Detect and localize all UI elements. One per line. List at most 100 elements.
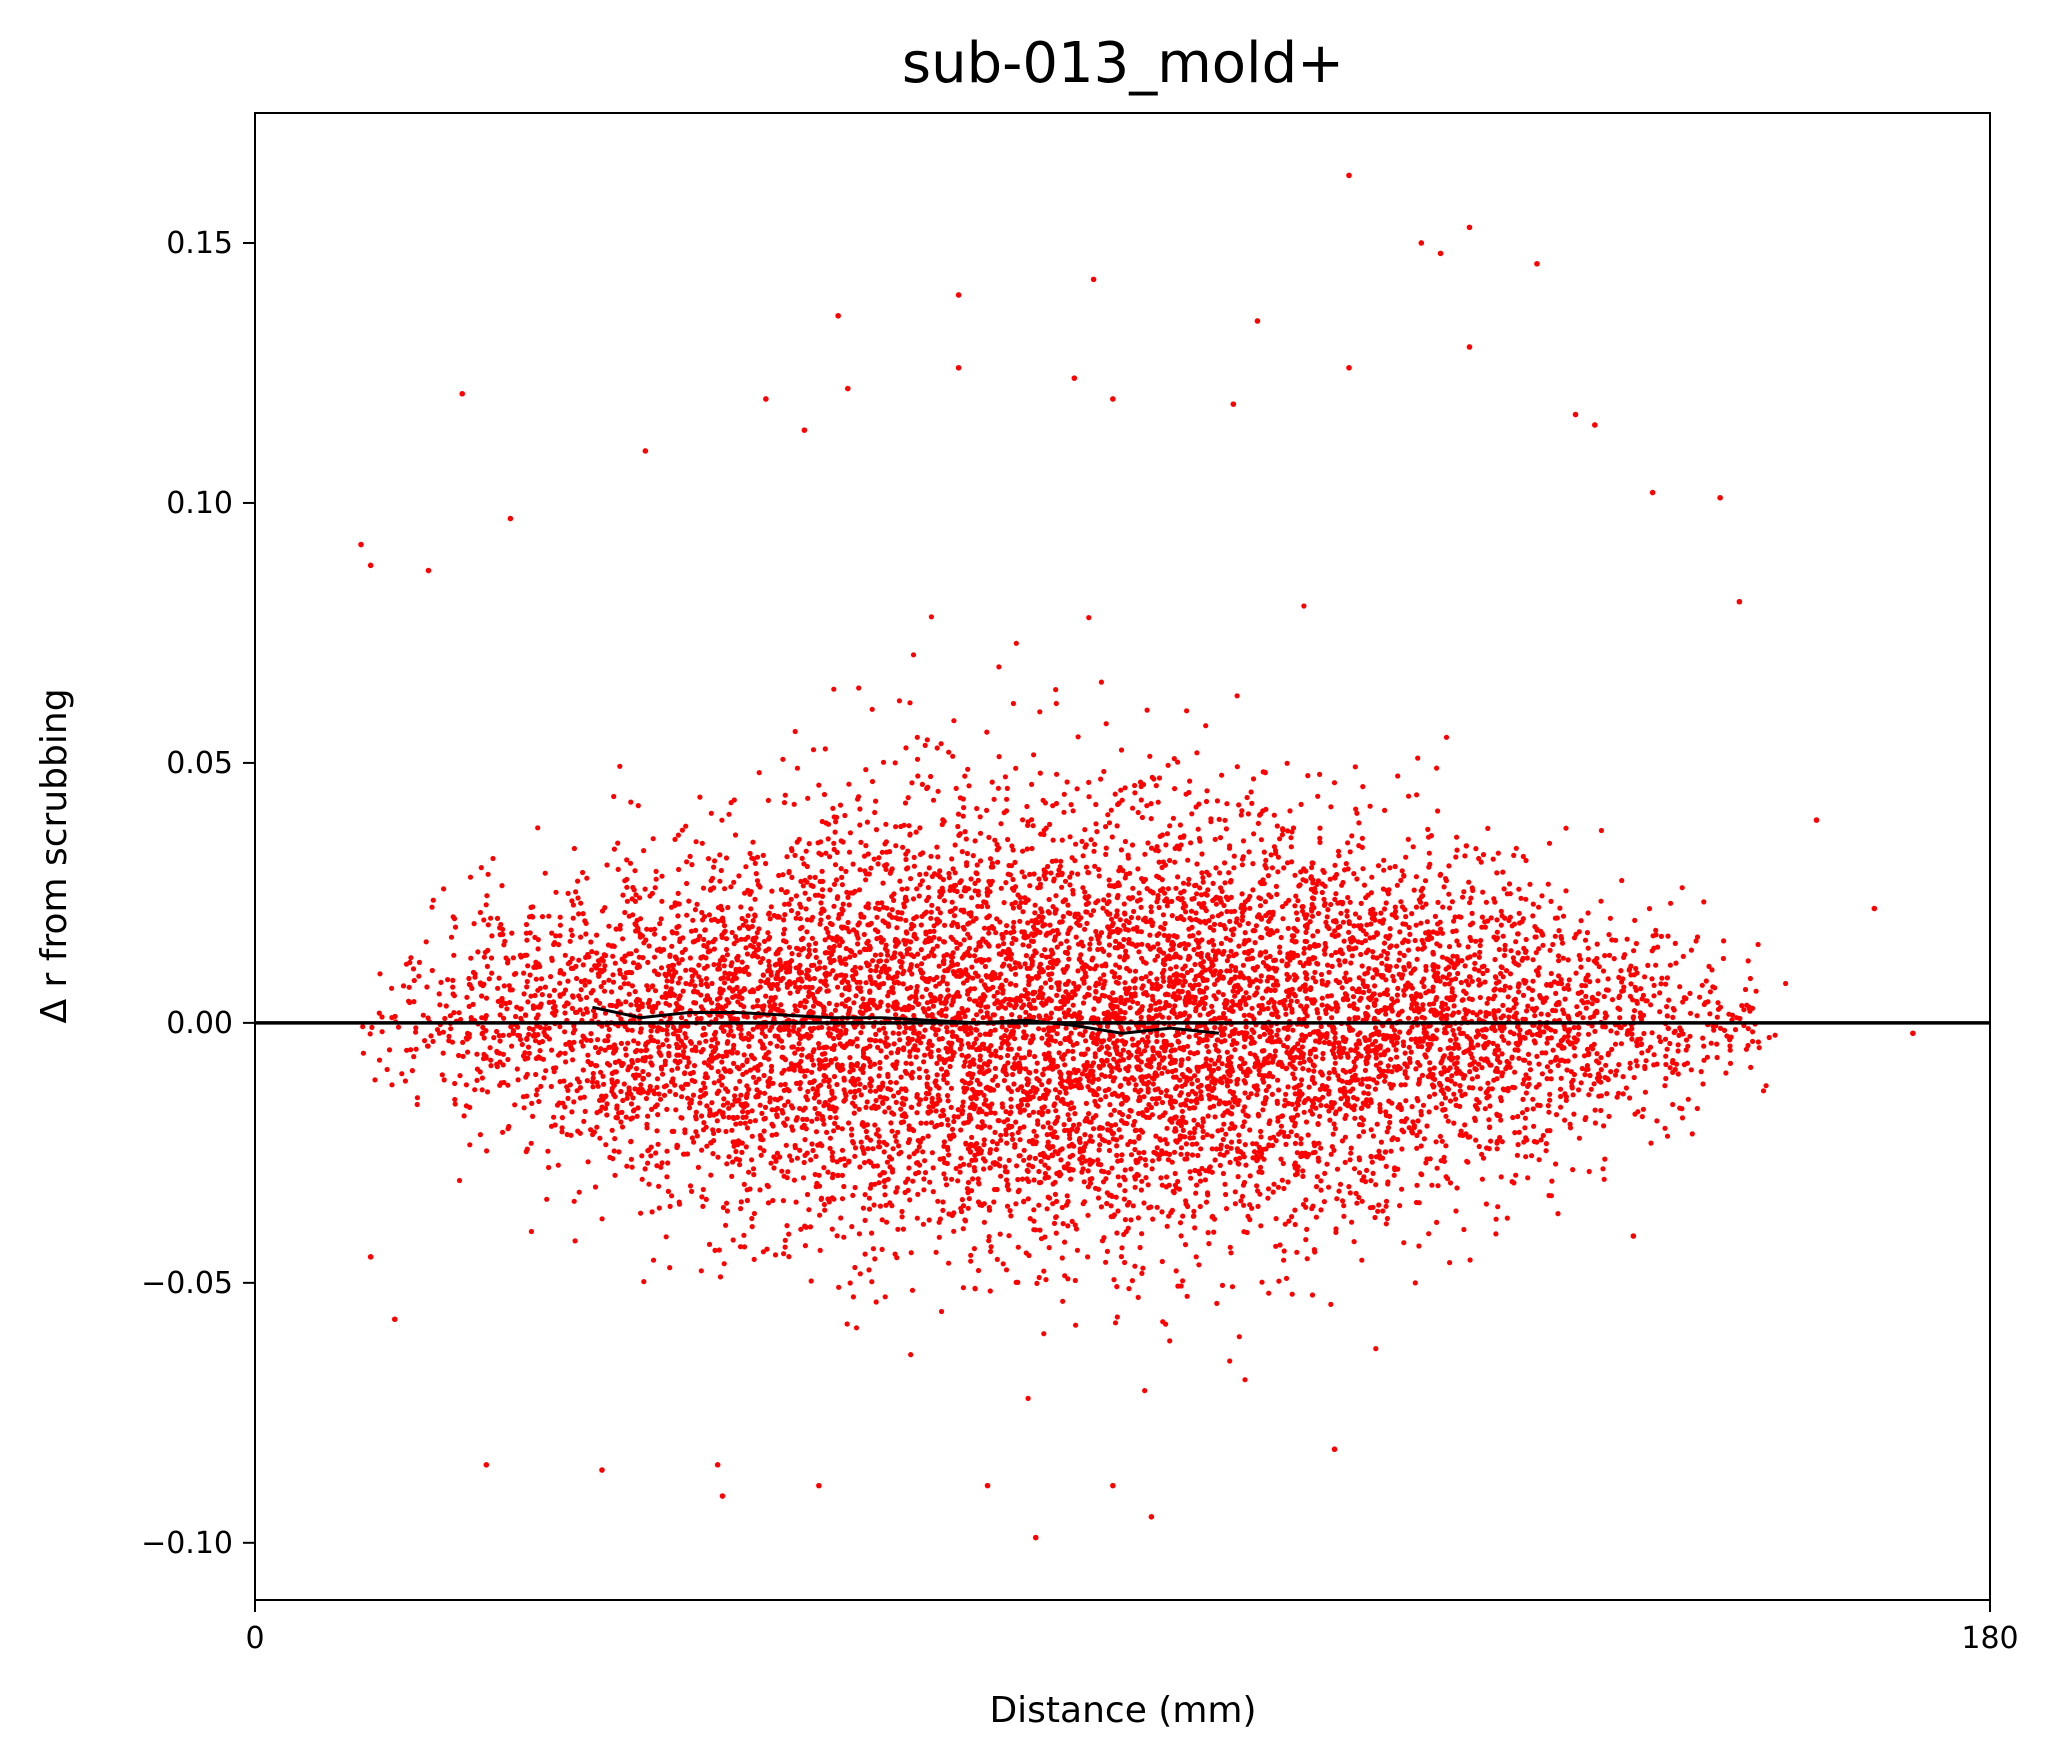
scatter-point <box>657 1096 664 1102</box>
scatter-point <box>1079 838 1085 845</box>
scatter-point <box>877 1003 883 1009</box>
scatter-point <box>926 1006 932 1012</box>
scatter-point <box>881 1025 887 1031</box>
scatter-point <box>628 1002 634 1008</box>
scatter-point <box>867 1088 874 1094</box>
scatter-point <box>1472 966 1478 972</box>
scatter-point <box>1756 1045 1762 1051</box>
scatter-point <box>1642 1089 1648 1095</box>
scatter-point <box>1344 908 1350 914</box>
scatter-point <box>833 877 840 883</box>
scatter-point <box>788 896 794 902</box>
scatter-point <box>1419 1014 1425 1020</box>
scatter-point <box>1196 930 1202 936</box>
scatter-point <box>891 1093 897 1099</box>
scatter-point <box>1520 992 1527 999</box>
scatter-point <box>1614 1030 1620 1036</box>
scatter-point <box>1638 986 1644 992</box>
scatter-point <box>682 1070 688 1076</box>
scatter-point <box>1169 913 1175 919</box>
scatter-point <box>544 1196 550 1202</box>
scatter-point <box>946 1152 952 1158</box>
scatter-point <box>1336 853 1342 859</box>
scatter-point <box>830 968 836 974</box>
scatter-point <box>1203 723 1209 729</box>
scatter-point <box>780 1044 786 1051</box>
scatter-point <box>1010 876 1016 883</box>
scatter-point <box>700 885 707 891</box>
scatter-point <box>1406 924 1412 931</box>
scatter-point <box>635 925 641 931</box>
scatter-point <box>1048 870 1054 876</box>
scatter-point <box>674 924 680 931</box>
scatter-point <box>1443 966 1449 972</box>
scatter-point <box>545 1148 551 1154</box>
scatter-point <box>910 652 917 658</box>
scatter-point <box>624 1163 630 1169</box>
scatter-point <box>1195 826 1201 832</box>
scatter-point <box>468 955 474 961</box>
scatter-point <box>1127 870 1133 876</box>
scatter-point <box>521 970 527 976</box>
scatter-point <box>1198 1146 1204 1152</box>
scatter-point <box>1632 917 1638 924</box>
scatter-point <box>1683 1037 1690 1043</box>
scatter-point <box>726 811 732 817</box>
scatter-point <box>1179 988 1185 995</box>
scatter-point <box>1013 765 1019 771</box>
scatter-point <box>998 821 1004 827</box>
scatter-point <box>606 1026 612 1033</box>
scatter-point <box>1415 946 1421 952</box>
scatter-point <box>1377 992 1383 998</box>
scatter-point <box>1516 1032 1522 1038</box>
scatter-point <box>1433 1105 1439 1111</box>
scatter-point <box>1042 1162 1048 1168</box>
scatter-point <box>501 1079 507 1086</box>
scatter-point <box>1210 1213 1216 1219</box>
scatter-point <box>1021 1147 1027 1153</box>
scatter-point <box>750 839 756 845</box>
scatter-point <box>1326 1075 1332 1081</box>
scatter-point <box>1001 810 1007 816</box>
scatter-point <box>1003 1131 1009 1137</box>
scatter-point <box>1328 1301 1334 1307</box>
scatter-point <box>413 1029 419 1035</box>
scatter-point <box>1277 1242 1283 1248</box>
scatter-point <box>615 840 621 846</box>
scatter-point <box>1145 840 1151 846</box>
scatter-point <box>611 846 618 852</box>
scatter-point <box>817 965 823 971</box>
scatter-point <box>504 1006 510 1012</box>
scatter-point <box>1224 801 1230 807</box>
scatter-point <box>1425 826 1431 833</box>
scatter-point <box>1188 967 1194 973</box>
scatter-point <box>1031 752 1037 758</box>
scatter-point <box>875 900 881 906</box>
scatter-point <box>1663 1061 1669 1068</box>
scatter-point <box>1368 1127 1374 1133</box>
scatter-point <box>642 886 648 892</box>
scatter-point <box>570 915 576 921</box>
scatter-point <box>1156 859 1162 865</box>
scatter-point <box>438 979 444 986</box>
scatter-point <box>642 1166 648 1172</box>
scatter-point <box>974 1012 980 1018</box>
scatter-point <box>1185 1056 1191 1062</box>
scatter-point <box>782 901 788 907</box>
scatter-point <box>874 1163 881 1169</box>
scatter-point <box>935 1047 942 1053</box>
scatter-point <box>1012 1036 1018 1042</box>
scatter-point <box>1282 1097 1288 1103</box>
scatter-point <box>857 965 864 971</box>
scatter-point <box>861 853 868 859</box>
scatter-point <box>699 909 705 916</box>
scatter-point <box>1138 904 1144 911</box>
scatter-point <box>1467 1036 1473 1042</box>
scatter-point <box>1477 949 1483 955</box>
scatter-point <box>1066 1143 1072 1149</box>
scatter-point <box>1142 851 1148 857</box>
scatter-point <box>954 961 961 967</box>
scatter-point <box>1114 1230 1120 1236</box>
scatter-point <box>1548 1076 1554 1082</box>
scatter-point <box>884 958 890 964</box>
